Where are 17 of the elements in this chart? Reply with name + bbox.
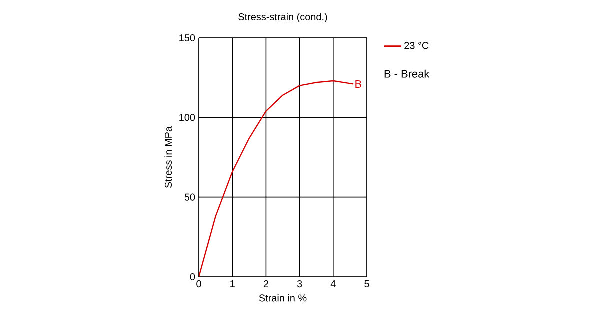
y-tick-label: 150 <box>180 34 196 42</box>
chart-title: Stress-strain (cond.) <box>238 13 328 22</box>
x-tick-label: 0 <box>196 280 202 288</box>
line-series <box>199 80 354 277</box>
x-tick-label: 2 <box>264 280 268 288</box>
x-tick-label: 4 <box>330 280 336 288</box>
x-tick-label: 5 <box>364 280 370 288</box>
legend-label: 23 °C <box>404 42 429 50</box>
x-tick-label: 1 <box>230 280 235 288</box>
y-tick-label: 50 <box>184 194 196 201</box>
x-tick-label: 3 <box>297 280 302 288</box>
y-tick-label: 0 <box>190 273 196 281</box>
x-axis-title: Strain in % <box>259 294 307 302</box>
text: B - Break <box>384 70 430 78</box>
y-axis-title: Stress in MPa <box>164 126 172 188</box>
annotation: B <box>356 80 362 88</box>
y-tick-label: 100 <box>180 114 196 122</box>
